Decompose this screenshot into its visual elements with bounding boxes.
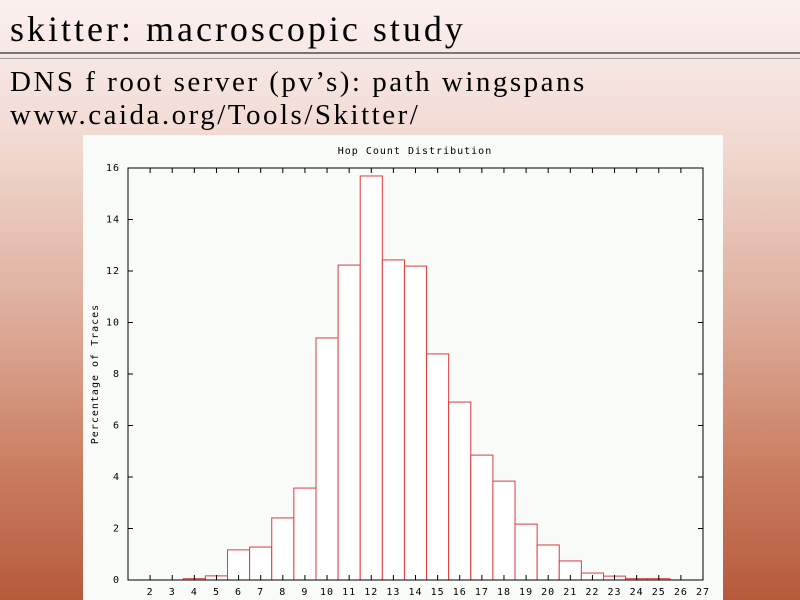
x-tick-label: 17 bbox=[475, 587, 489, 598]
x-tick-label: 13 bbox=[386, 587, 400, 598]
bar bbox=[426, 353, 450, 581]
x-tick-label: 12 bbox=[364, 587, 378, 598]
x-tick-label: 25 bbox=[652, 587, 666, 598]
bar bbox=[514, 523, 538, 581]
y-tick-label: 16 bbox=[106, 163, 120, 174]
x-tick-label: 26 bbox=[674, 587, 688, 598]
y-tick-label: 10 bbox=[106, 318, 120, 329]
x-tick-label: 21 bbox=[563, 587, 577, 598]
bar bbox=[403, 265, 428, 581]
x-tick-label: 8 bbox=[279, 587, 286, 598]
x-tick-label: 23 bbox=[608, 587, 622, 598]
bar bbox=[293, 487, 317, 581]
bar bbox=[315, 337, 339, 581]
title-rule bbox=[0, 52, 800, 59]
x-tick-label: 7 bbox=[257, 587, 264, 598]
x-tick-label: 14 bbox=[408, 587, 422, 598]
x-tick-label: 24 bbox=[630, 587, 644, 598]
x-tick-label: 22 bbox=[585, 587, 599, 598]
x-tick-label: 2 bbox=[147, 587, 154, 598]
x-tick-label: 15 bbox=[431, 587, 445, 598]
x-tick-label: 19 bbox=[519, 587, 533, 598]
bar bbox=[492, 480, 516, 581]
y-tick-label: 8 bbox=[113, 369, 120, 380]
x-tick-label: 16 bbox=[453, 587, 467, 598]
slide-url: www.caida.org/Tools/Skitter/ bbox=[10, 99, 421, 131]
x-tick-label: 10 bbox=[320, 587, 334, 598]
bar bbox=[381, 259, 405, 581]
bar bbox=[337, 264, 361, 581]
y-tick-label: 0 bbox=[113, 575, 120, 586]
x-tick-label: 3 bbox=[169, 587, 176, 598]
y-tick-label: 12 bbox=[106, 266, 120, 277]
x-tick-label: 5 bbox=[213, 587, 220, 598]
bar bbox=[536, 544, 560, 581]
bar bbox=[448, 401, 472, 581]
x-tick-label: 11 bbox=[342, 587, 356, 598]
x-tick-label: 18 bbox=[497, 587, 511, 598]
y-axis-label: Percentage of Traces bbox=[90, 304, 101, 444]
slide-subtitle: DNS f root server (pv’s): path wingspans bbox=[10, 66, 587, 98]
slide-title: skitter: macroscopic study bbox=[10, 9, 466, 49]
y-tick-label: 6 bbox=[113, 421, 120, 432]
bar bbox=[359, 175, 383, 581]
x-tick-label: 9 bbox=[301, 587, 308, 598]
bar bbox=[271, 517, 295, 581]
y-tick-label: 2 bbox=[113, 524, 120, 535]
x-tick-label: 27 bbox=[696, 587, 710, 598]
bar bbox=[470, 454, 494, 581]
x-tick-label: 4 bbox=[191, 587, 198, 598]
y-tick-label: 14 bbox=[106, 215, 120, 226]
x-tick-label: 20 bbox=[541, 587, 555, 598]
y-tick-label: 4 bbox=[113, 472, 120, 483]
x-tick-label: 6 bbox=[235, 587, 242, 598]
chart-title: Hop Count Distribution bbox=[338, 146, 492, 157]
